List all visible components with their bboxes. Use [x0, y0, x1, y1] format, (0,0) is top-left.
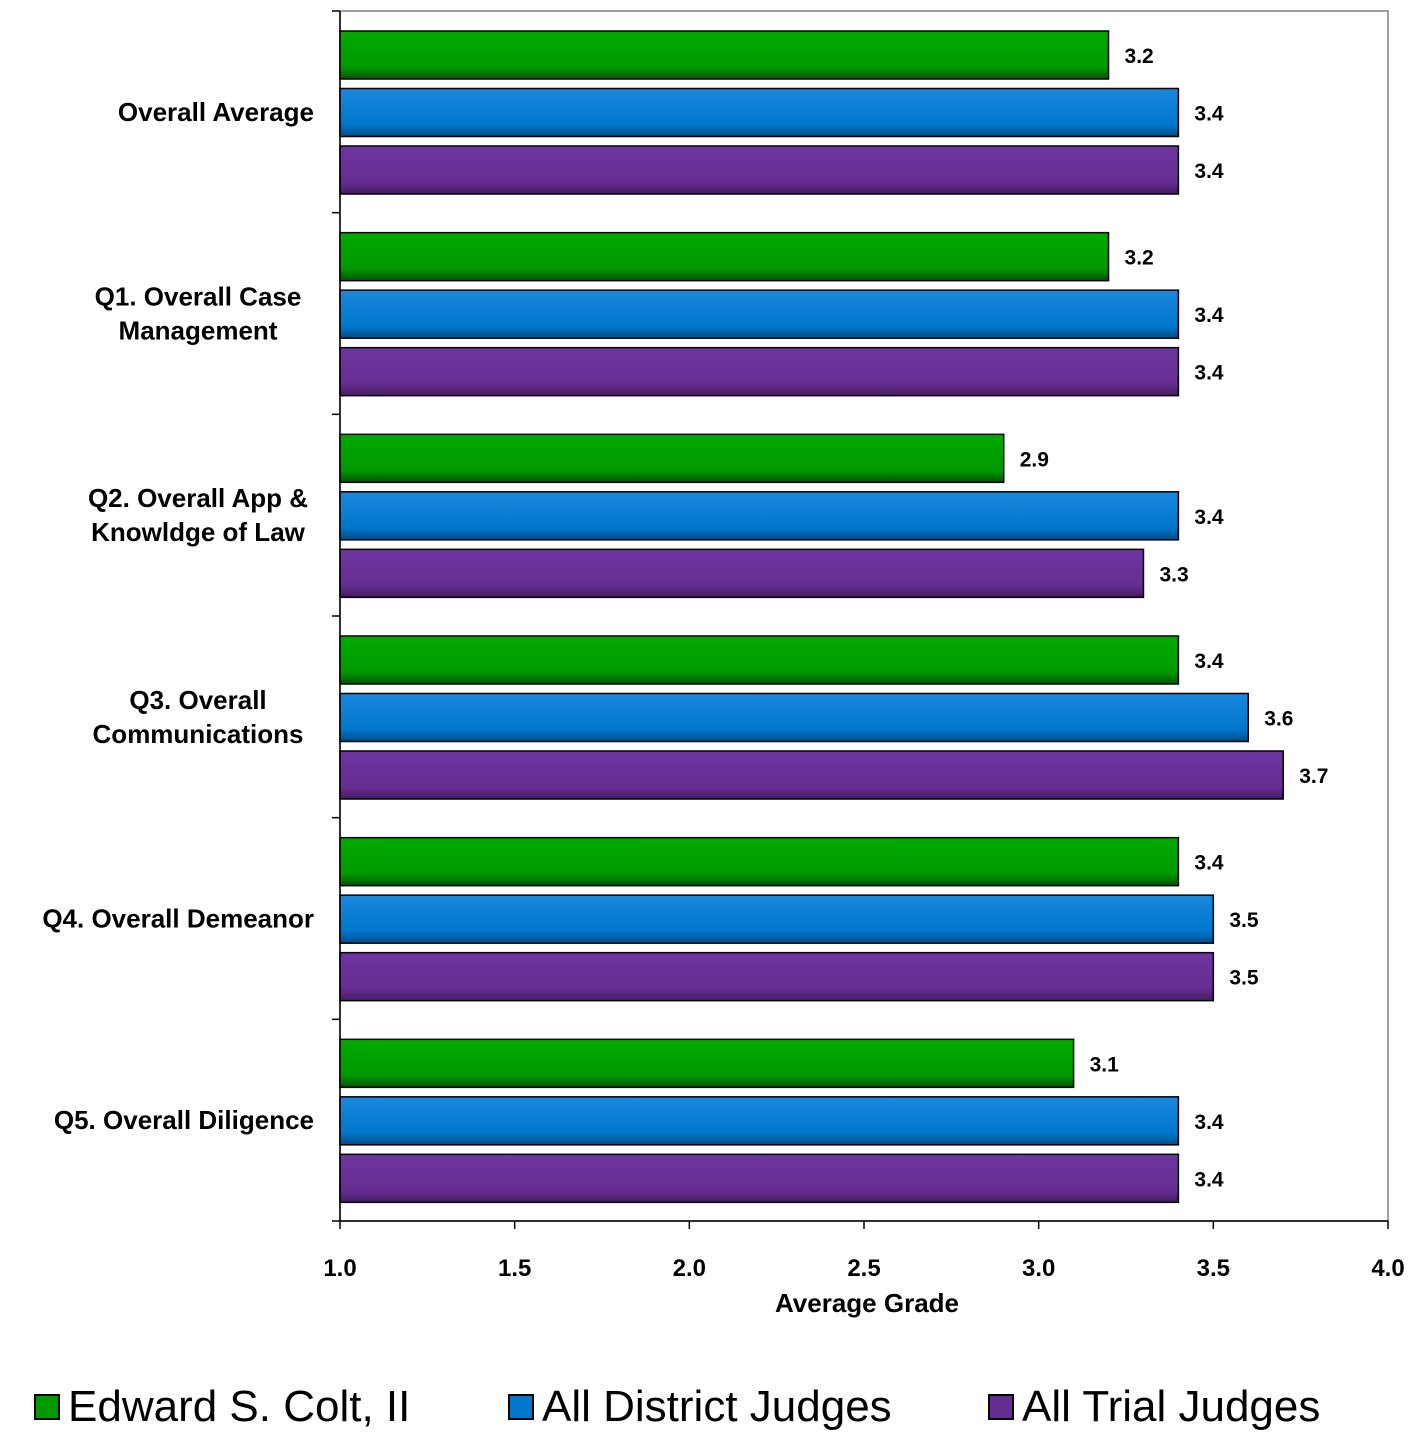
value-label: 3.2: [1125, 247, 1154, 270]
legend-swatch: [34, 1393, 60, 1420]
legend-label: All Trial Judges: [1022, 1381, 1321, 1431]
value-label: 3.3: [1159, 563, 1188, 586]
x-tick-label: 3.5: [1197, 1255, 1230, 1282]
x-axis-title: Average Grade: [775, 1288, 959, 1318]
legend: Edward S. Colt, II All District Judges All…: [0, 1378, 1411, 1435]
axes-layer: Overall Average Q1. Overall Case Managemen…: [42, 10, 1405, 1282]
legend-label: Edward S. Colt, II: [68, 1381, 411, 1431]
x-tick-label: 3.0: [1022, 1255, 1055, 1282]
category-label: Q5. Overall Diligence: [54, 1105, 314, 1135]
x-tick-label: 2.0: [673, 1255, 706, 1282]
value-label: 3.4: [1194, 160, 1224, 183]
bars-layer: 3.2 3.4 3.4 3.2 3.4 3.4 2.9 3.4 3.3 3.4 3.6 3.7 3.4 3…: [339, 30, 1328, 1204]
bar: [339, 346, 1180, 397]
bar: [339, 433, 1005, 484]
x-tick-label: 4.0: [1371, 1255, 1404, 1282]
value-label: 3.7: [1299, 765, 1328, 788]
value-label: 3.4: [1194, 650, 1224, 673]
bar: [339, 1038, 1075, 1089]
legend-swatch: [988, 1393, 1014, 1420]
bar: [339, 145, 1180, 195]
value-label: 3.4: [1194, 362, 1224, 385]
category-label: Q1. Overall Case Management: [95, 282, 302, 346]
bar: [339, 231, 1110, 282]
category-label-line: Q3. Overall: [129, 685, 266, 715]
bar: [339, 1153, 1180, 1204]
category-label-line: Q5. Overall Diligence: [54, 1105, 314, 1135]
legend-swatch: [508, 1393, 534, 1420]
value-label: 3.4: [1194, 1111, 1224, 1134]
legend-item: All Trial Judges: [988, 1378, 1320, 1435]
bar: [339, 548, 1145, 599]
bar: [339, 836, 1180, 887]
value-label: 2.9: [1020, 448, 1049, 471]
value-label: 3.4: [1194, 852, 1224, 875]
bar: [339, 30, 1110, 80]
value-label: 3.4: [1194, 304, 1224, 327]
bar: [339, 635, 1180, 685]
value-label: 3.5: [1229, 967, 1259, 990]
bar: [339, 87, 1180, 138]
value-label: 3.4: [1194, 103, 1224, 126]
value-label: 3.6: [1264, 708, 1293, 731]
x-tick-label: 2.5: [847, 1255, 880, 1282]
x-tick-label: 1.5: [498, 1255, 531, 1282]
category-label: Q3. Overall Communications: [93, 685, 304, 749]
bar: [339, 1096, 1180, 1146]
x-tick-label: 1.0: [323, 1255, 356, 1282]
legend-label: All District Judges: [542, 1381, 892, 1431]
category-label: Overall Average: [118, 97, 314, 127]
bar-chart: 3.2 3.4 3.4 3.2 3.4 3.4 2.9 3.4 3.3 3.4 3.6 3.7 3.4 3…: [42, 10, 1405, 1318]
category-label-line: Q1. Overall Case: [95, 282, 302, 312]
bar: [339, 692, 1250, 743]
category-label-line: Communications: [93, 719, 304, 749]
value-label: 3.4: [1194, 506, 1224, 529]
bar: [339, 894, 1215, 944]
category-label-line: Management: [119, 316, 278, 346]
legend-item: Edward S. Colt, II: [34, 1378, 410, 1435]
category-label-line: Knowldge of Law: [91, 517, 306, 547]
value-label: 3.1: [1090, 1053, 1120, 1076]
category-label: Q2. Overall App & Knowldge of Law: [88, 483, 308, 547]
bar: [339, 491, 1180, 541]
value-label: 3.2: [1125, 45, 1154, 68]
bar: [339, 289, 1180, 339]
value-label: 3.5: [1229, 909, 1259, 932]
category-label-line: Q2. Overall App &: [88, 483, 308, 513]
category-label: Q4. Overall Demeanor: [42, 904, 314, 934]
legend-item: All District Judges: [508, 1378, 892, 1435]
category-label-line: Q4. Overall Demeanor: [42, 904, 314, 934]
value-label: 3.4: [1194, 1168, 1224, 1191]
bar: [339, 750, 1284, 800]
bar: [339, 951, 1215, 1002]
category-label-line: Overall Average: [118, 97, 314, 127]
